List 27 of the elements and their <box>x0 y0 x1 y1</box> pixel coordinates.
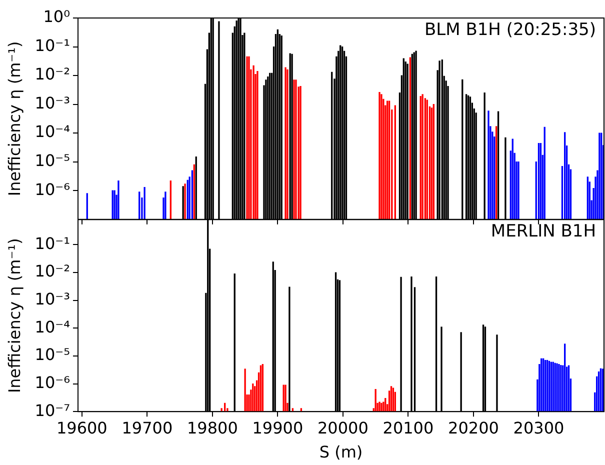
x-tick-label: 19900 <box>252 418 304 438</box>
x-tick-label: 20200 <box>448 418 499 438</box>
x-tick-label: 19700 <box>122 418 173 438</box>
y-tick-label: 10⁻¹ <box>34 36 70 55</box>
x-tick-label: 19600 <box>56 418 108 438</box>
x-axis-title: S (m) <box>319 442 363 462</box>
y-tick-label: 10⁻⁶ <box>34 372 70 392</box>
y-tick-label: 10⁻⁴ <box>34 122 70 142</box>
x-tick-label: 20000 <box>318 418 368 438</box>
x-tick-label: 20100 <box>382 418 434 438</box>
y-tick-label: 10⁻² <box>34 262 70 281</box>
y-tick-label: 10⁻⁵ <box>34 345 70 364</box>
annotation: BLM B1H (20:25:35) <box>424 20 596 40</box>
x-tick-label: 19800 <box>186 418 238 438</box>
y-tick-label: 10⁻³ <box>34 93 70 112</box>
y-tick-label: 10⁻² <box>34 64 70 84</box>
y-tick-label: 10⁻⁶ <box>34 180 70 199</box>
y-axis-title: Inefficiency η (m⁻¹) <box>4 238 24 394</box>
y-tick-label: 10⁻⁴ <box>34 317 70 336</box>
y-tick-label: 10⁻⁵ <box>34 151 70 170</box>
y-tick-label: 10⁻¹ <box>34 234 70 253</box>
annotation: MERLIN B1H <box>490 222 596 242</box>
y-tick-label: 10⁻³ <box>34 290 70 308</box>
y-tick-label: 10⁰ <box>43 7 70 26</box>
x-tick-label: 20300 <box>513 418 564 438</box>
y-tick-label: 10⁻⁷ <box>34 400 70 420</box>
y-axis-title: Inefficiency η (m⁻¹) <box>4 41 24 196</box>
